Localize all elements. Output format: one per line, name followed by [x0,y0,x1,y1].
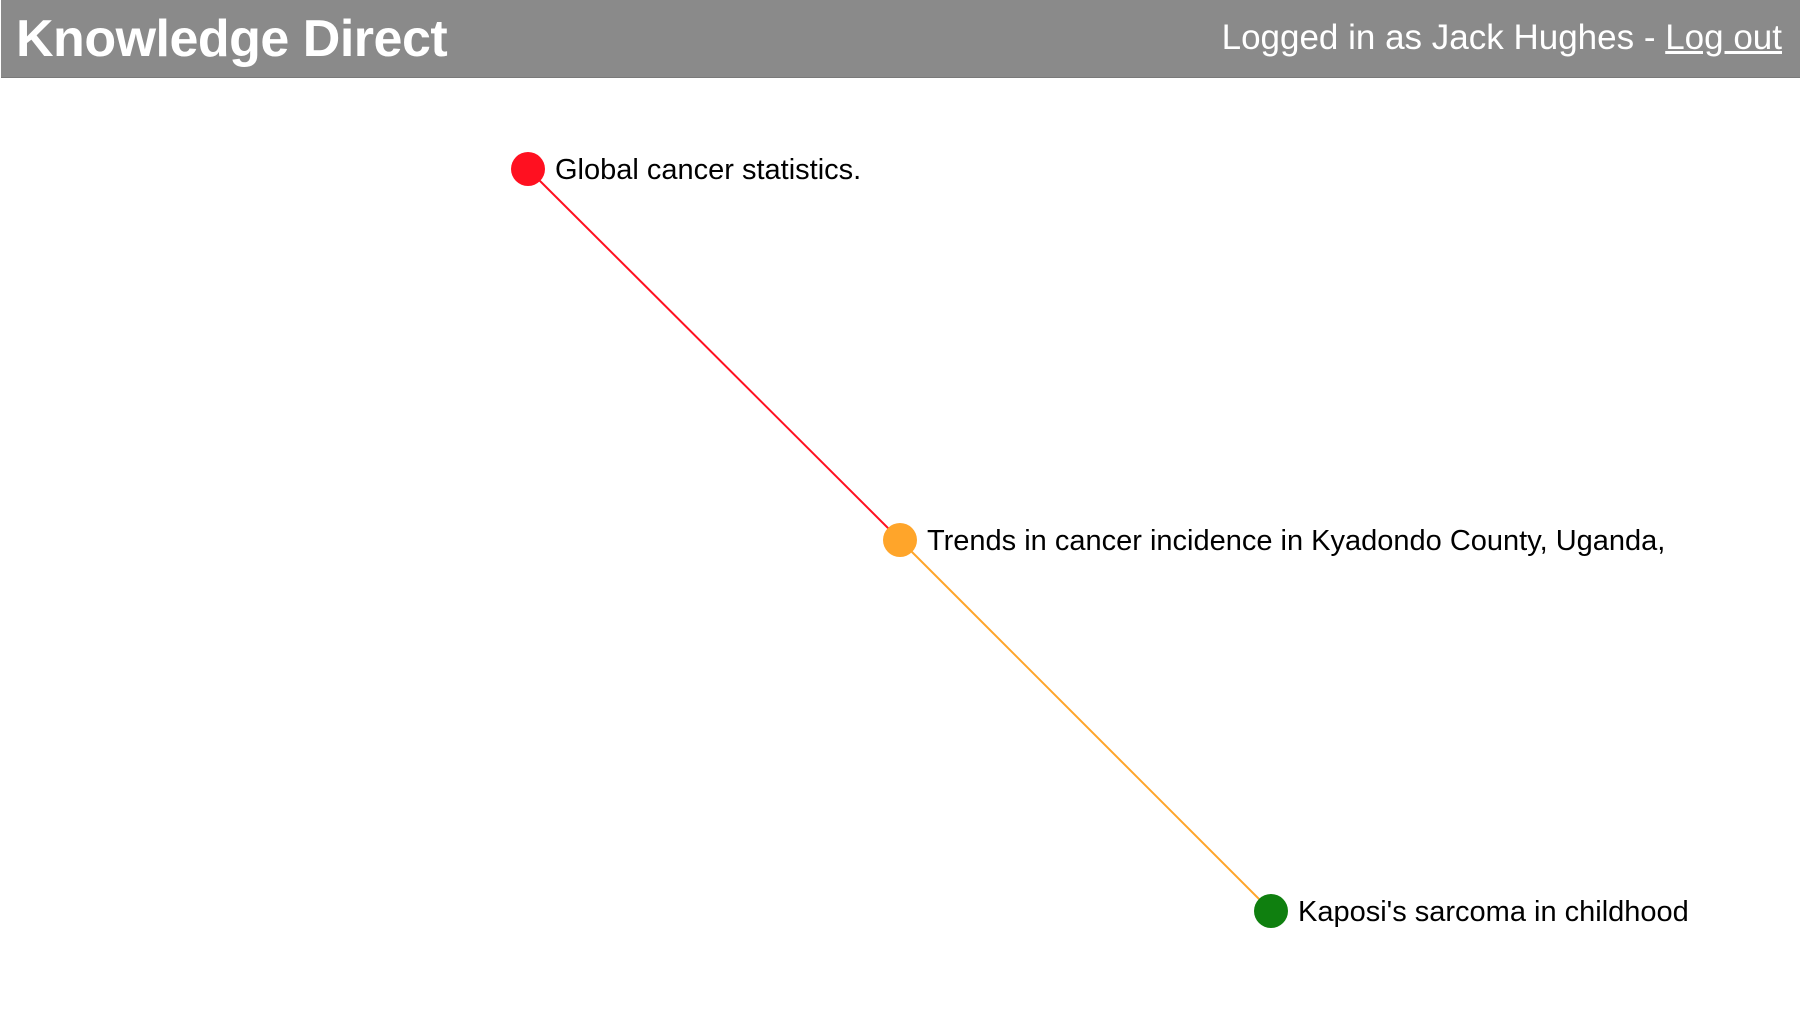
graph-node[interactable]: Kaposi's sarcoma in childhood [1254,894,1689,928]
logout-link[interactable]: Log out [1665,18,1782,57]
node-label[interactable]: Global cancer statistics. [555,154,861,186]
node-label[interactable]: Kaposi's sarcoma in childhood [1298,896,1689,928]
citation-graph: Global cancer statistics. Trends in cance… [511,152,1689,928]
node-dot[interactable] [883,523,917,557]
graph-node[interactable]: Trends in cancer incidence in Kyadondo C… [883,523,1665,557]
graph-edge [899,539,1272,912]
nodes-layer: Global cancer statistics. Trends in cance… [511,152,1689,928]
node-label[interactable]: Trends in cancer incidence in Kyadondo C… [927,525,1665,557]
edges-layer [527,168,1272,912]
brand-title: Knowledge Direct [16,10,448,68]
top-bar: Knowledge Direct Logged in as Jack Hughe… [1,0,1800,78]
account-info: Logged in as Jack Hughes - Log out [1222,16,1782,60]
graph-node[interactable]: Global cancer statistics. [511,152,861,186]
node-dot[interactable] [1254,894,1288,928]
node-dot[interactable] [511,152,545,186]
logged-in-label: Logged in as Jack Hughes - [1221,18,1666,57]
graph-edge [527,168,901,541]
